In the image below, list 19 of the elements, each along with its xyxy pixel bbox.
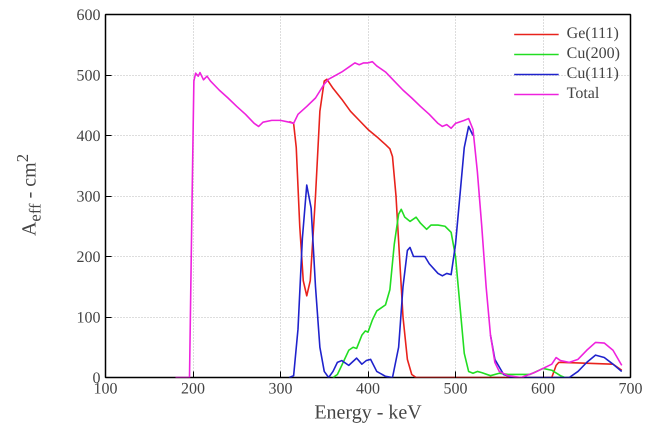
legend-label: Cu(200) — [566, 45, 620, 63]
x-tick-label: 200 — [181, 380, 205, 398]
x-axis-title: Energy - keV — [314, 402, 422, 424]
legend-label: Ge(111) — [566, 25, 619, 43]
legend-label: Cu(111) — [566, 65, 619, 83]
line-series — [332, 208, 566, 378]
line-series — [174, 60, 623, 378]
y-tick-label: 500 — [76, 68, 100, 84]
y-tick-label: 300 — [76, 188, 100, 206]
x-tick-label: 600 — [531, 380, 555, 398]
legend-label: Total — [566, 85, 600, 103]
x-tick-label: 300 — [268, 380, 292, 398]
y-tick-label: 400 — [76, 128, 100, 145]
y-tick-label: 100 — [76, 310, 100, 326]
y-tick-label: 200 — [76, 249, 100, 266]
x-tick-label: 700 — [618, 380, 642, 398]
x-tick-label: 400 — [356, 380, 380, 398]
x-tick-label: 500 — [444, 380, 468, 398]
y-tick-label: 600 — [76, 7, 100, 24]
